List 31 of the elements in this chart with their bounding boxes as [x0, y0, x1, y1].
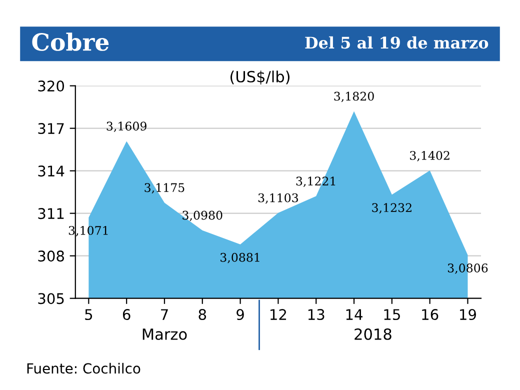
data-label: 3,0881	[220, 252, 260, 264]
x-tick-label: 7	[161, 309, 168, 320]
x-tick-label: 12	[270, 309, 286, 320]
x-tick-label: 14	[346, 309, 362, 320]
chart-title: Cobre	[32, 32, 109, 51]
data-label: 3,1820	[334, 92, 374, 102]
x-tick-label: 8	[198, 309, 206, 320]
data-label: 3,1609	[106, 122, 146, 132]
x-tick-label: 16	[422, 309, 438, 320]
data-label: 3,1402	[410, 150, 450, 162]
data-label: 3,0806	[448, 264, 488, 274]
x-tick-label: 6	[122, 309, 130, 320]
text: Marzo	[142, 328, 187, 340]
y-axis-title: (US$/lb)	[230, 70, 290, 84]
y-tick-label: 314	[38, 166, 64, 177]
x-tick-label: 13	[308, 309, 324, 320]
source-note: Fuente: Cochilco	[27, 362, 140, 374]
text: 2018	[354, 328, 392, 340]
data-label: 3,0980	[182, 210, 222, 222]
x-tick-label: 19	[460, 309, 476, 320]
y-tick-label: 320	[38, 80, 64, 92]
data-label: 3,1103	[258, 193, 298, 204]
y-tick-label: 305	[38, 293, 64, 304]
chart-subtitle: Del 5 al 19 de marzo	[305, 36, 488, 49]
y-tick-label: 311	[38, 208, 64, 220]
y-tick-label: 308	[38, 250, 64, 262]
x-tick-label: 9	[236, 309, 244, 320]
data-label: 3,1232	[372, 203, 412, 214]
x-tick-label: 15	[384, 309, 400, 320]
y-tick-label: 317	[38, 123, 64, 134]
x-tick-label: 5	[85, 309, 92, 320]
